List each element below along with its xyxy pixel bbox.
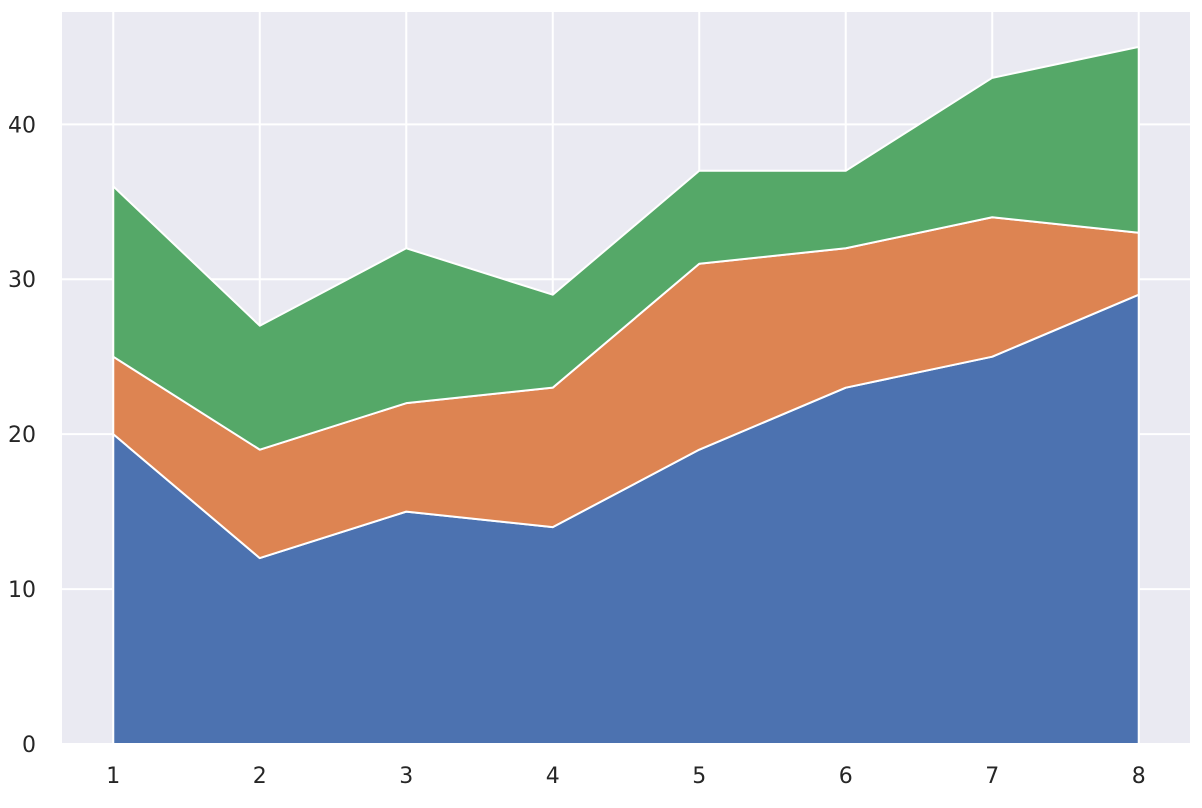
x-tick-label: 6 (839, 764, 853, 789)
x-tick-label: 3 (399, 764, 413, 789)
y-tick-labels: 0 10 20 30 40 (8, 113, 36, 758)
x-tick-label: 2 (253, 764, 267, 789)
area-series-3 (112, 45, 1140, 451)
y-tick-label: 0 (22, 733, 36, 758)
y-tick-label: 40 (8, 113, 36, 138)
x-tick-label: 8 (1132, 764, 1146, 789)
y-tick-label: 20 (8, 423, 36, 448)
x-tick-label: 1 (106, 764, 120, 789)
y-tick-label: 30 (8, 268, 36, 293)
y-tick-label: 10 (8, 578, 36, 603)
x-tick-labels: 1 2 3 4 5 6 7 8 (106, 764, 1145, 789)
area-series (112, 45, 1140, 745)
x-tick-label: 4 (546, 764, 560, 789)
x-tick-label: 5 (692, 764, 706, 789)
x-tick-label: 7 (985, 764, 999, 789)
